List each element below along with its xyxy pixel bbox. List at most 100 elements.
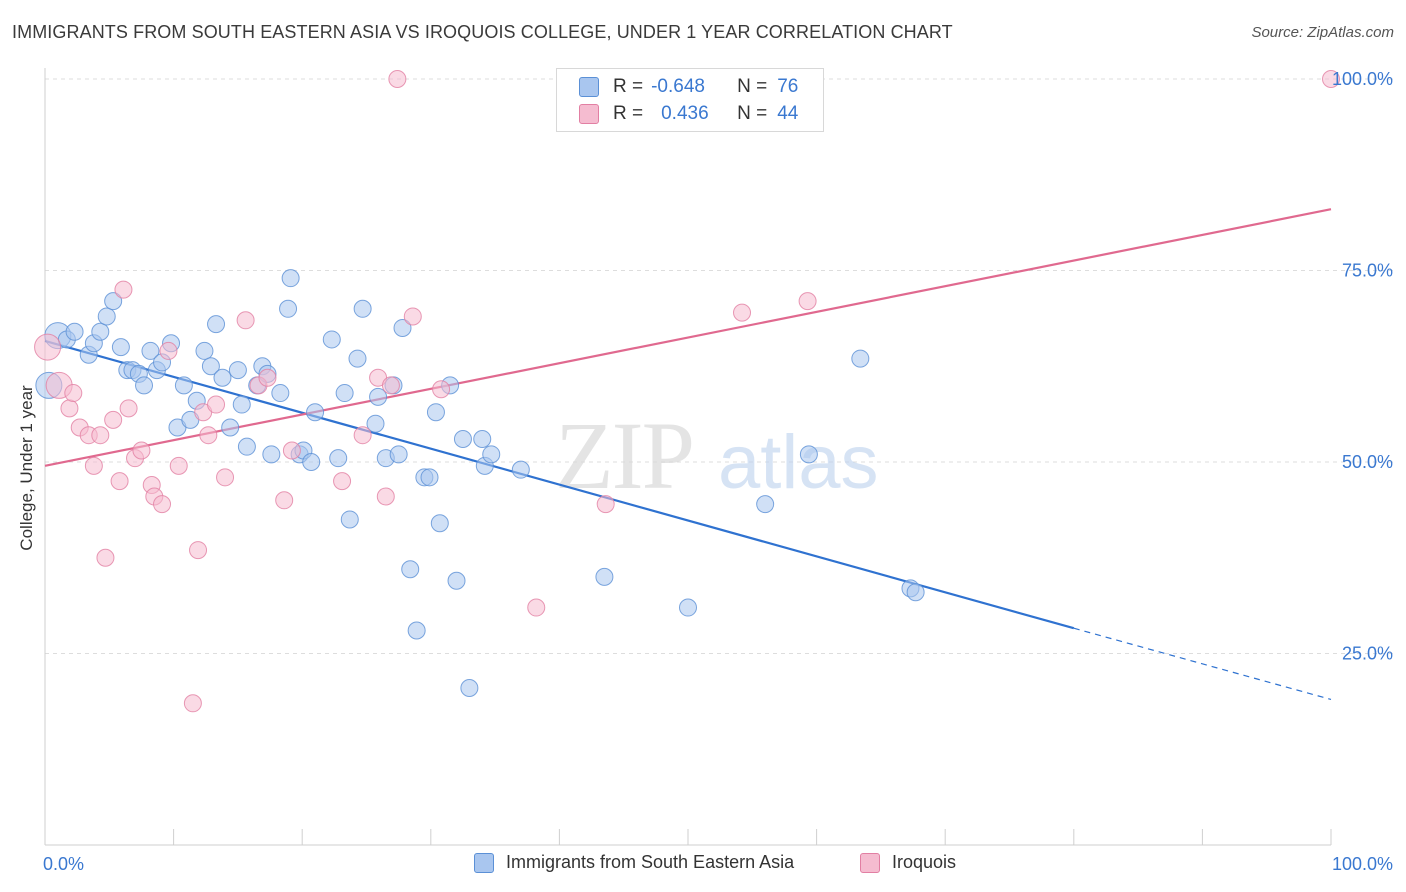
data-point-immigrants (756, 495, 775, 514)
data-point-iroquois (353, 426, 372, 445)
data-point-immigrants (97, 307, 116, 326)
data-point-iroquois (207, 395, 226, 414)
data-point-immigrants (340, 510, 359, 529)
data-point-immigrants (482, 445, 501, 464)
data-point-immigrants (366, 414, 385, 433)
data-point-immigrants (799, 445, 818, 464)
legend-item-immigrants[interactable]: Immigrants from South Eastern Asia (474, 852, 794, 873)
data-point-immigrants (401, 560, 420, 579)
data-point-immigrants (104, 292, 123, 311)
legend-label-iroquois: Iroquois (892, 852, 957, 872)
data-point-iroquois (381, 376, 400, 395)
x-tick-label: 100.0% (1332, 854, 1393, 874)
data-point-immigrants (201, 357, 220, 376)
data-point-immigrants (389, 445, 408, 464)
trend-lines (44, 208, 1332, 701)
legend-n-label: N = (737, 76, 768, 97)
watermark: ZIP atlas (555, 402, 879, 509)
data-point-iroquois (104, 410, 123, 429)
data-point-iroquois (527, 598, 546, 617)
y-tick-label: 25.0% (1342, 644, 1393, 664)
data-point-iroquois (119, 399, 138, 418)
data-point-iroquois (432, 380, 451, 399)
data-point-iroquois (388, 70, 407, 88)
data-point-iroquois (110, 472, 129, 491)
legend-label-immigrants: Immigrants from South Eastern Asia (506, 852, 795, 872)
y-tick-label: 75.0% (1342, 261, 1393, 281)
data-point-iroquois (258, 368, 277, 387)
data-point-iroquois (34, 333, 62, 361)
data-point-immigrants (174, 376, 193, 395)
legend-n-label: N = (737, 103, 768, 124)
data-point-iroquois (189, 541, 208, 560)
data-point-immigrants (322, 330, 341, 349)
data-point-immigrants (353, 299, 372, 318)
legend-swatch-blue (474, 852, 494, 873)
data-point-iroquois (114, 280, 133, 299)
data-point-immigrants (369, 387, 388, 406)
data-point-immigrants (228, 361, 247, 380)
y-tick-label: 50.0% (1342, 452, 1393, 472)
y-axis-label: College, Under 1 year (17, 385, 36, 551)
legend-item-iroquois[interactable]: Iroquois (860, 852, 956, 873)
data-point-immigrants (335, 384, 354, 403)
data-point-immigrants (329, 449, 348, 468)
data-point-iroquois (84, 456, 103, 475)
trend-line-immigrants (44, 339, 1075, 630)
data-point-immigrants (851, 349, 870, 368)
data-point-iroquois (169, 456, 188, 475)
legend-row-series2: R = 0.436 N = 44 (579, 101, 798, 127)
data-point-immigrants (232, 395, 251, 414)
axes (44, 68, 1332, 846)
data-point-immigrants (262, 445, 281, 464)
data-point-iroquois (60, 399, 79, 418)
data-point-iroquois (733, 303, 752, 322)
data-point-immigrants (430, 514, 449, 533)
data-point-iroquois (153, 495, 172, 514)
data-points (34, 70, 1340, 713)
data-point-immigrants (426, 403, 445, 422)
data-point-iroquois (1322, 70, 1340, 88)
data-point-immigrants (91, 322, 110, 341)
data-point-iroquois (236, 311, 255, 330)
data-point-immigrants (453, 430, 472, 449)
watermark-atlas: atlas (718, 420, 879, 505)
data-point-iroquois (282, 441, 301, 460)
data-point-immigrants (271, 384, 290, 403)
series-legend: Immigrants from South Eastern Asia Iroqu… (0, 852, 1406, 878)
legend-swatch-pink (860, 852, 880, 873)
data-point-immigrants (65, 322, 84, 341)
gridlines (45, 78, 1395, 654)
watermark-zip: ZIP (555, 402, 693, 509)
data-point-immigrants (279, 299, 298, 318)
data-point-iroquois (132, 441, 151, 460)
chart-title: IMMIGRANTS FROM SOUTH EASTERN ASIA VS IR… (12, 22, 953, 42)
legend-r-value: -0.648 (651, 76, 705, 97)
legend-r-label: R = (613, 103, 644, 124)
data-point-immigrants (221, 418, 240, 437)
data-point-immigrants (460, 678, 479, 697)
x-tick-label: 0.0% (43, 854, 84, 874)
trend-line-immigrants-extension (1073, 627, 1332, 701)
data-point-immigrants (595, 567, 614, 586)
data-point-iroquois (216, 468, 235, 487)
data-point-immigrants (473, 430, 492, 449)
source-label: Source: ZipAtlas.com (1251, 24, 1394, 41)
data-point-iroquois (596, 495, 615, 514)
data-point-immigrants (135, 376, 154, 395)
data-point-iroquois (64, 384, 83, 403)
legend-r-label: R = (613, 76, 644, 97)
data-point-immigrants (906, 583, 925, 602)
data-point-immigrants (207, 315, 226, 334)
data-point-iroquois (376, 487, 395, 506)
legend-n-value: 76 (777, 76, 799, 97)
legend-n-value: 44 (777, 103, 799, 124)
legend-swatch-blue (579, 77, 599, 97)
data-point-iroquois (159, 341, 178, 360)
data-point-immigrants (111, 338, 130, 357)
data-point-iroquois (333, 472, 352, 491)
y-tick-label: 100.0% (1332, 69, 1393, 89)
data-point-iroquois (91, 426, 110, 445)
legend-r-value: 0.436 (661, 103, 709, 124)
